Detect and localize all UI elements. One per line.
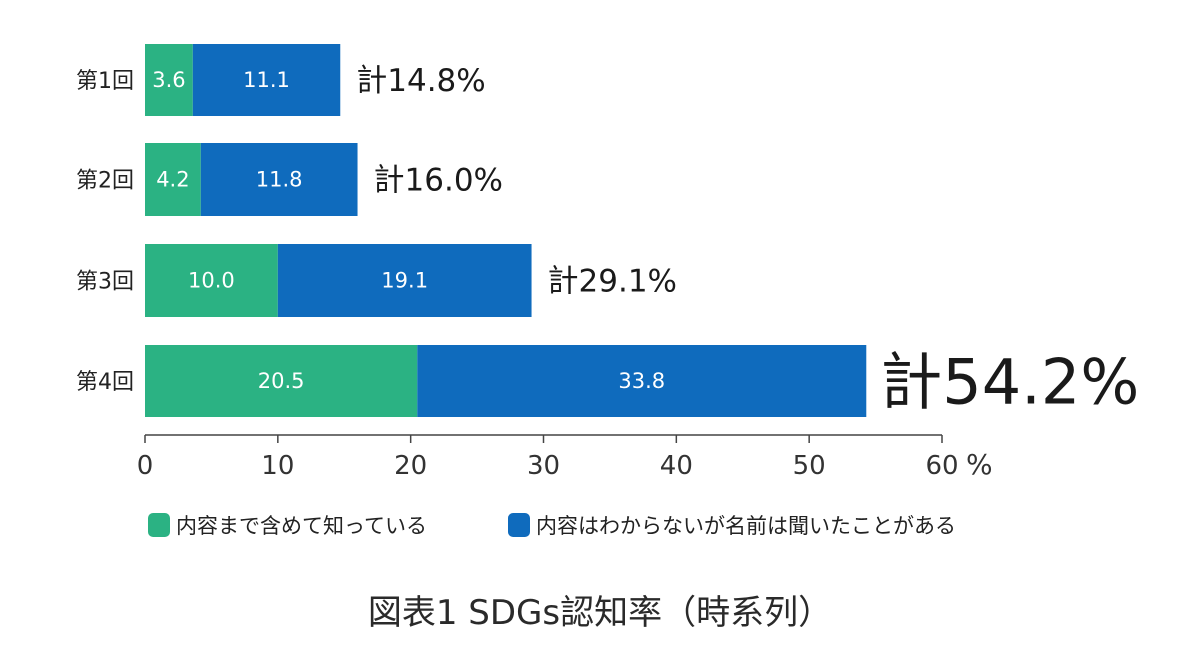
bar-value-label: 4.2	[156, 168, 189, 192]
bar-value-label: 10.0	[188, 269, 235, 293]
legend-swatch	[508, 513, 530, 537]
bar-value-label: 19.1	[381, 269, 428, 293]
bar-value-label: 3.6	[152, 68, 185, 92]
x-tick-label: 30	[527, 451, 560, 481]
total-label: 計54.2%	[880, 345, 1139, 418]
bar-value-label: 33.8	[618, 369, 665, 393]
bars-layer: 第1回 3.6 11.1 計14.8% 第2回 4.2 11.8 計16.0% 第3回 10.0 1…	[76, 44, 1139, 418]
bar-value-label: 20.5	[258, 369, 305, 393]
bar-segment	[145, 44, 193, 116]
bar-segment	[145, 345, 418, 417]
total-label: 計29.1%	[548, 264, 677, 300]
x-tick-label: 10	[261, 451, 294, 481]
chart-caption: 図表1 SDGs認知率（時系列）	[368, 593, 832, 633]
bar-segment	[192, 44, 341, 116]
bar-segment	[145, 244, 278, 317]
category-label: 第1回	[76, 69, 134, 94]
legend: 内容まで含めて知っている 内容はわからないが名前は聞いたことがある	[148, 513, 956, 538]
bar-segment	[417, 345, 867, 417]
legend-label: 内容まで含めて知っている	[176, 514, 427, 538]
total-label: 計14.8%	[356, 63, 485, 99]
bar-segment	[200, 143, 358, 216]
category-label: 第2回	[76, 169, 134, 194]
x-tick-label: 20	[394, 451, 427, 481]
category-label: 第3回	[76, 270, 134, 295]
bar-value-label: 11.8	[256, 168, 303, 192]
x-axis-unit: %	[966, 448, 993, 481]
x-axis: 0 10 20 30 40 50 60%	[137, 434, 993, 481]
x-tick-label: 50	[793, 451, 826, 481]
x-tick-label: 60	[925, 451, 958, 481]
total-label: 計16.0%	[374, 163, 503, 199]
category-label: 第4回	[76, 370, 134, 395]
legend-swatch	[148, 513, 170, 537]
bar-segment	[145, 143, 201, 216]
x-tick-label: 40	[660, 451, 693, 481]
bar-segment	[277, 244, 532, 317]
x-tick-label: 0	[137, 451, 154, 481]
legend-label: 内容はわからないが名前は聞いたことがある	[536, 514, 956, 538]
bar-value-label: 11.1	[243, 68, 290, 92]
